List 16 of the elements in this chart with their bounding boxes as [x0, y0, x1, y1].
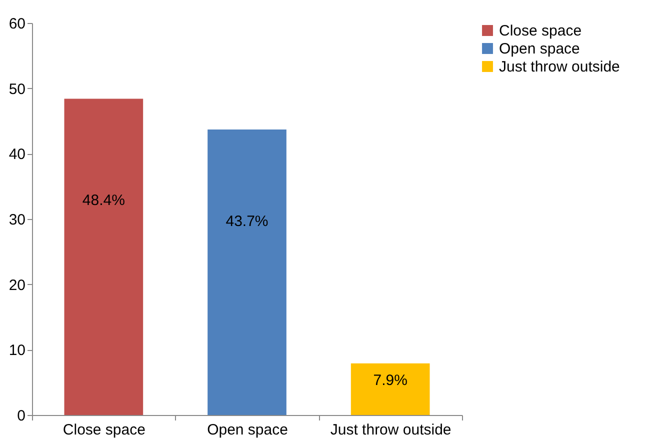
y-tick-label: 40	[8, 146, 26, 164]
y-tick-label: 20	[8, 276, 26, 294]
y-tick-label: 10	[8, 342, 26, 360]
legend-label: Just throw outside	[499, 58, 620, 76]
y-tick-label: 60	[8, 16, 26, 32]
y-tick-label: 30	[8, 212, 26, 228]
x-tick-label: Just throw outside	[330, 422, 452, 438]
data-label: 7.9%	[373, 372, 408, 389]
data-label: 48.4%	[82, 192, 125, 209]
data-label: 43.7%	[226, 212, 268, 230]
legend-label: Close space	[499, 22, 582, 40]
y-tick-label: 0	[17, 408, 26, 424]
legend-label: Open space	[499, 40, 580, 58]
x-tick-label: Close space	[62, 422, 146, 438]
x-tick-label: Open space	[207, 422, 288, 438]
y-tick-label: 50	[8, 80, 26, 98]
